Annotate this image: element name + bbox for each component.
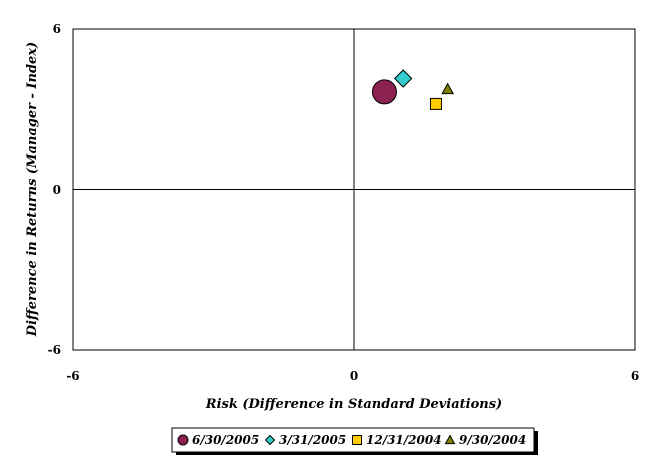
y-axis-ticks: 6 0 -6	[48, 22, 61, 357]
x-axis-title: Risk (Difference in Standard Deviations)	[205, 397, 502, 412]
y-tick-label: -6	[48, 343, 61, 357]
legend-label: 9/30/2004	[459, 433, 526, 447]
data-point-circle	[371, 79, 397, 105]
legend-marker-diamond	[264, 434, 276, 446]
x-tick-label: -6	[66, 369, 79, 383]
y-tick-label: 0	[53, 183, 61, 197]
legend: 6/30/2005 3/31/2005 12/31/2004 9/30/2004	[171, 427, 538, 455]
data-markers	[371, 69, 455, 110]
y-tick-label: 6	[53, 22, 61, 36]
x-tick-label: 6	[631, 369, 639, 383]
legend-marker-circle	[177, 434, 189, 446]
data-point-triangle	[441, 82, 455, 95]
data-point-diamond	[393, 69, 413, 88]
x-tick-label: 0	[350, 369, 358, 383]
legend-marker-triangle	[444, 434, 456, 445]
x-axis-ticks: -6 0 6	[66, 369, 639, 383]
legend-label: 6/30/2005	[192, 433, 259, 447]
data-point-square	[429, 97, 442, 110]
y-axis-title: Difference in Returns (Manager - Index)	[25, 42, 40, 337]
legend-label: 12/31/2004	[366, 433, 442, 447]
legend-label: 3/31/2005	[279, 433, 346, 447]
legend-marker-square	[352, 435, 362, 445]
